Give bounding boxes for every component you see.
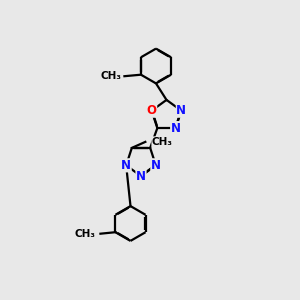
Text: CH₃: CH₃ bbox=[152, 137, 173, 147]
Text: N: N bbox=[176, 104, 186, 117]
Text: CH₃: CH₃ bbox=[100, 71, 122, 81]
Text: N: N bbox=[151, 159, 161, 172]
Text: N: N bbox=[171, 122, 181, 135]
Text: N: N bbox=[136, 169, 146, 183]
Text: O: O bbox=[147, 104, 157, 117]
Text: CH₃: CH₃ bbox=[75, 229, 96, 239]
Text: N: N bbox=[121, 159, 131, 172]
